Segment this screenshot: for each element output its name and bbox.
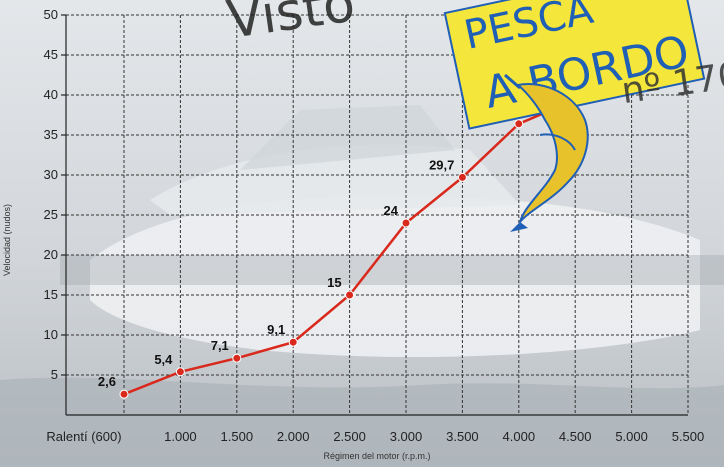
data-label-0: 2,6 — [98, 374, 116, 389]
x-tick-label-4: 2.500 — [333, 429, 366, 444]
data-point-3 — [288, 337, 298, 347]
y-tick-label-45: 45 — [44, 47, 58, 62]
y-tick-label-25: 25 — [44, 207, 58, 222]
y-tick-label-35: 35 — [44, 127, 58, 142]
data-label-3: 9,1 — [267, 322, 285, 337]
x-tick-label-6: 3.500 — [446, 429, 479, 444]
y-tick-label-10: 10 — [44, 327, 58, 342]
data-point-4 — [345, 290, 355, 300]
watermark: Visto PESCA A BORDO nº 170 — [223, 0, 724, 232]
x-tick-label-5: 3.000 — [390, 429, 423, 444]
x-tick-label-0: Ralentí (600) — [46, 429, 121, 444]
y-tick-label-40: 40 — [44, 87, 58, 102]
badge-background — [443, 0, 706, 130]
y-tick-label-20: 20 — [44, 247, 58, 262]
y-tick-label-5: 5 — [51, 367, 58, 382]
y-tick-label-50: 50 — [44, 7, 58, 22]
data-point-7 — [514, 119, 524, 129]
x-tick-label-10: 5.500 — [672, 429, 705, 444]
x-tick-labels: Ralentí (600) 1.000 1.500 2.000 2.500 3.000 3.… — [46, 429, 704, 444]
y-tick-labels: 5 10 15 20 25 30 35 40 45 50 — [44, 7, 66, 382]
watermark-visto-text: Visto — [223, 0, 358, 51]
pesca-a-bordo-badge: PESCA A BORDO — [443, 0, 706, 130]
x-tick-label-1: 1.000 — [164, 429, 197, 444]
x-tick-label-3: 2.000 — [277, 429, 310, 444]
data-point-2 — [232, 353, 242, 363]
x-tick-label-9: 5.000 — [615, 429, 648, 444]
data-label-4: 15 — [327, 275, 341, 290]
x-tick-label-7: 4.000 — [503, 429, 536, 444]
data-label-6: 29,7 — [429, 157, 454, 172]
y-axis-title: Velocidad (nudos) — [2, 204, 12, 276]
x-tick-label-8: 4.500 — [559, 429, 592, 444]
data-point-1 — [175, 367, 185, 377]
data-label-2: 7,1 — [211, 338, 229, 353]
data-point-6 — [457, 172, 467, 182]
swordfish-logo — [504, 73, 589, 232]
data-point-0 — [119, 389, 129, 399]
data-point-5 — [401, 218, 411, 228]
x-axis-title: Régimen del motor (r.p.m.) — [323, 451, 430, 461]
data-label-1: 5,4 — [154, 352, 173, 367]
y-tick-label-30: 30 — [44, 167, 58, 182]
data-label-5: 24 — [384, 203, 399, 218]
y-tick-label-15: 15 — [44, 287, 58, 302]
x-tick-label-2: 1.500 — [221, 429, 254, 444]
